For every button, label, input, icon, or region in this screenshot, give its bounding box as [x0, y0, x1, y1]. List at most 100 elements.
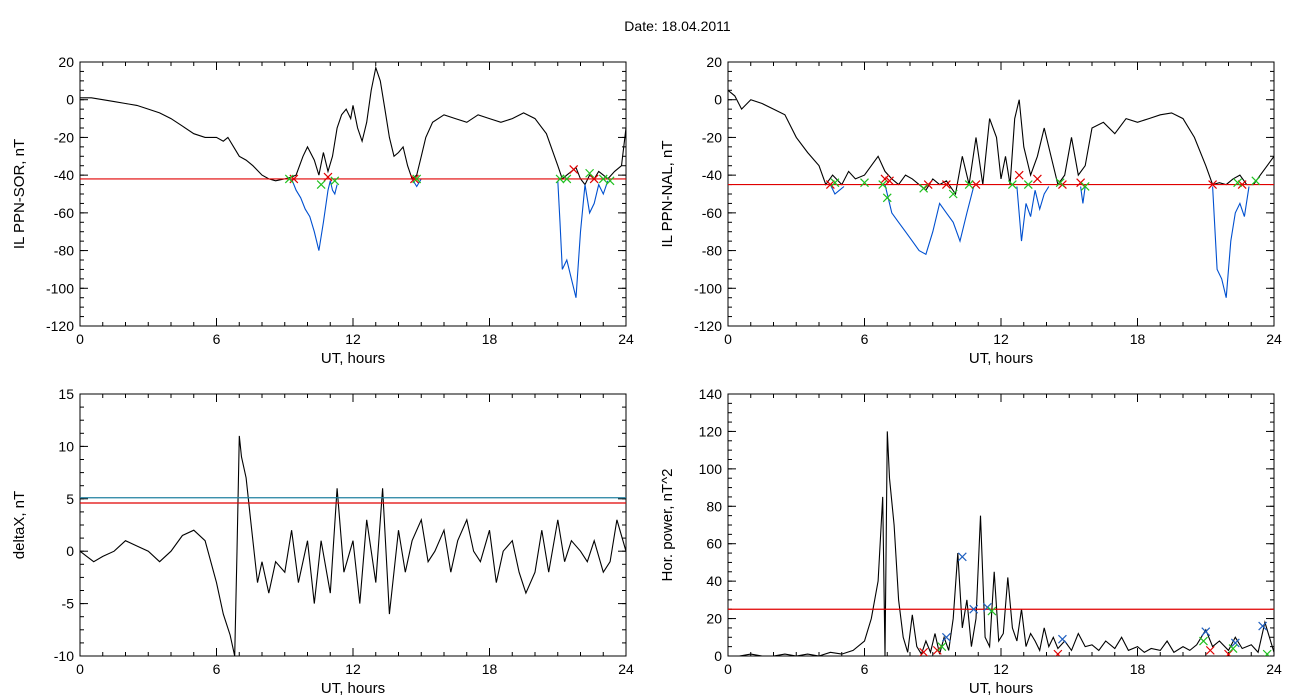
plot-frame — [79, 393, 627, 657]
series-line-3 — [884, 184, 975, 256]
cross-marker — [1208, 180, 1217, 189]
x-tick-label: 18 — [1130, 661, 1146, 677]
cross-marker — [941, 632, 951, 642]
cross-marker — [948, 189, 958, 199]
cross-marker — [825, 180, 835, 189]
x-tick-label: 24 — [1266, 331, 1282, 347]
y-tick-label: -10 — [54, 648, 74, 664]
cross-marker — [1199, 636, 1208, 646]
plot-area — [80, 435, 626, 656]
cross-marker — [1032, 174, 1042, 184]
y-tick-label: -40 — [702, 167, 722, 183]
y-tick-label: 80 — [706, 498, 722, 514]
cross-marker — [1205, 645, 1215, 655]
cross-marker — [919, 183, 929, 193]
y-tick-label: 10 — [58, 438, 74, 454]
cross-marker — [971, 180, 981, 189]
y-axis-label: IL PPN-NAL, nT — [659, 141, 676, 248]
x-axis-label: UT, hours — [969, 680, 1033, 697]
cross-marker — [1262, 649, 1272, 656]
x-axis-label: UT, hours — [321, 350, 385, 367]
x-tick-label: 24 — [1266, 661, 1282, 677]
y-tick-label: 20 — [706, 54, 722, 70]
y-tick-label: -100 — [46, 280, 74, 296]
x-tick-label: 12 — [345, 661, 361, 677]
x-tick-label: 18 — [482, 331, 498, 347]
y-tick-label: -20 — [54, 129, 74, 145]
cross-marker — [1007, 180, 1017, 189]
cross-marker — [1237, 180, 1247, 189]
cross-marker — [1058, 634, 1067, 644]
cross-marker — [1224, 649, 1233, 656]
y-tick-label: 20 — [58, 54, 74, 70]
x-tick-label: 12 — [345, 331, 361, 347]
plot-area — [728, 431, 1274, 656]
x-tick-label: 0 — [724, 661, 732, 677]
cross-marker — [1233, 178, 1243, 188]
cross-marker — [919, 647, 929, 656]
plot-area — [80, 65, 626, 298]
cross-marker — [1251, 176, 1261, 186]
plot-frame — [79, 61, 627, 327]
series-line-1 — [728, 89, 1274, 196]
cross-marker — [284, 174, 294, 184]
plot-area — [728, 89, 1274, 298]
cross-marker — [410, 174, 419, 184]
chart-panel-1: 0 6 12 18 24 -120 -100 -80 -60 -40 -20 0 20 UT, hours… — [11, 54, 634, 367]
cross-marker — [860, 178, 869, 188]
chart-panel-2: 0 6 12 18 24 -120 -100 -80 -60 -40 -20 0 20 UT, hours… — [659, 54, 1282, 367]
x-tick-label: 24 — [618, 661, 634, 677]
series-line-1 — [728, 431, 1274, 656]
x-tick-label: 6 — [213, 661, 221, 677]
x-tick-label: 6 — [861, 661, 869, 677]
y-tick-label: -60 — [702, 205, 722, 221]
cross-marker — [937, 642, 947, 652]
cross-marker — [598, 174, 608, 184]
cross-marker — [880, 174, 890, 184]
y-tick-label: 140 — [699, 386, 723, 402]
cross-marker — [885, 176, 894, 186]
y-tick-label: 0 — [66, 92, 74, 108]
cross-marker — [1228, 644, 1238, 653]
series-line-2 — [829, 184, 845, 195]
cross-marker — [569, 165, 579, 174]
x-tick-label: 0 — [76, 331, 84, 347]
plot-frame — [727, 393, 1275, 657]
x-tick-label: 6 — [861, 331, 869, 347]
x-tick-label: 0 — [724, 331, 732, 347]
y-tick-label: -120 — [694, 318, 722, 334]
series-line-1 — [80, 65, 626, 186]
cross-marker — [1230, 638, 1240, 648]
x-tick-label: 24 — [618, 331, 634, 347]
series-line-5 — [1080, 186, 1086, 204]
cross-marker — [316, 180, 326, 189]
y-tick-label: -120 — [46, 318, 74, 334]
chart-panel-4: 0 6 12 18 24 0 20 40 60 80 100 120 140 UT, hours Hor. … — [659, 386, 1282, 697]
cross-marker — [555, 174, 565, 184]
y-tick-label: 0 — [714, 648, 722, 664]
y-tick-label: -100 — [694, 280, 722, 296]
x-tick-label: 18 — [1130, 331, 1146, 347]
cross-marker — [882, 193, 892, 203]
y-tick-label: 5 — [66, 491, 74, 507]
y-tick-label: 0 — [66, 543, 74, 559]
y-tick-label: -5 — [62, 596, 75, 612]
series-line-6 — [1212, 186, 1250, 298]
x-tick-label: 0 — [76, 661, 84, 677]
x-tick-label: 18 — [482, 661, 498, 677]
series-line-1 — [80, 435, 626, 656]
cross-marker — [585, 168, 595, 178]
y-axis-label: Hor. power, nT^2 — [659, 469, 676, 582]
cross-marker — [941, 180, 951, 189]
cross-marker — [605, 176, 615, 186]
y-tick-label: -40 — [54, 167, 74, 183]
cross-marker — [1014, 170, 1024, 180]
y-tick-label: -20 — [702, 129, 722, 145]
cross-marker — [562, 174, 572, 184]
y-tick-label: -80 — [54, 243, 74, 259]
cross-marker — [1053, 649, 1063, 656]
y-tick-label: 20 — [706, 611, 722, 627]
y-axis-label: IL PPN-SOR, nT — [11, 139, 28, 249]
figure-title: Date: 18.04.2011 — [624, 18, 731, 34]
chart-panel-3: 0 6 12 18 24 -10 -5 0 5 10 15 UT, hours deltaX, nT — [11, 386, 634, 697]
